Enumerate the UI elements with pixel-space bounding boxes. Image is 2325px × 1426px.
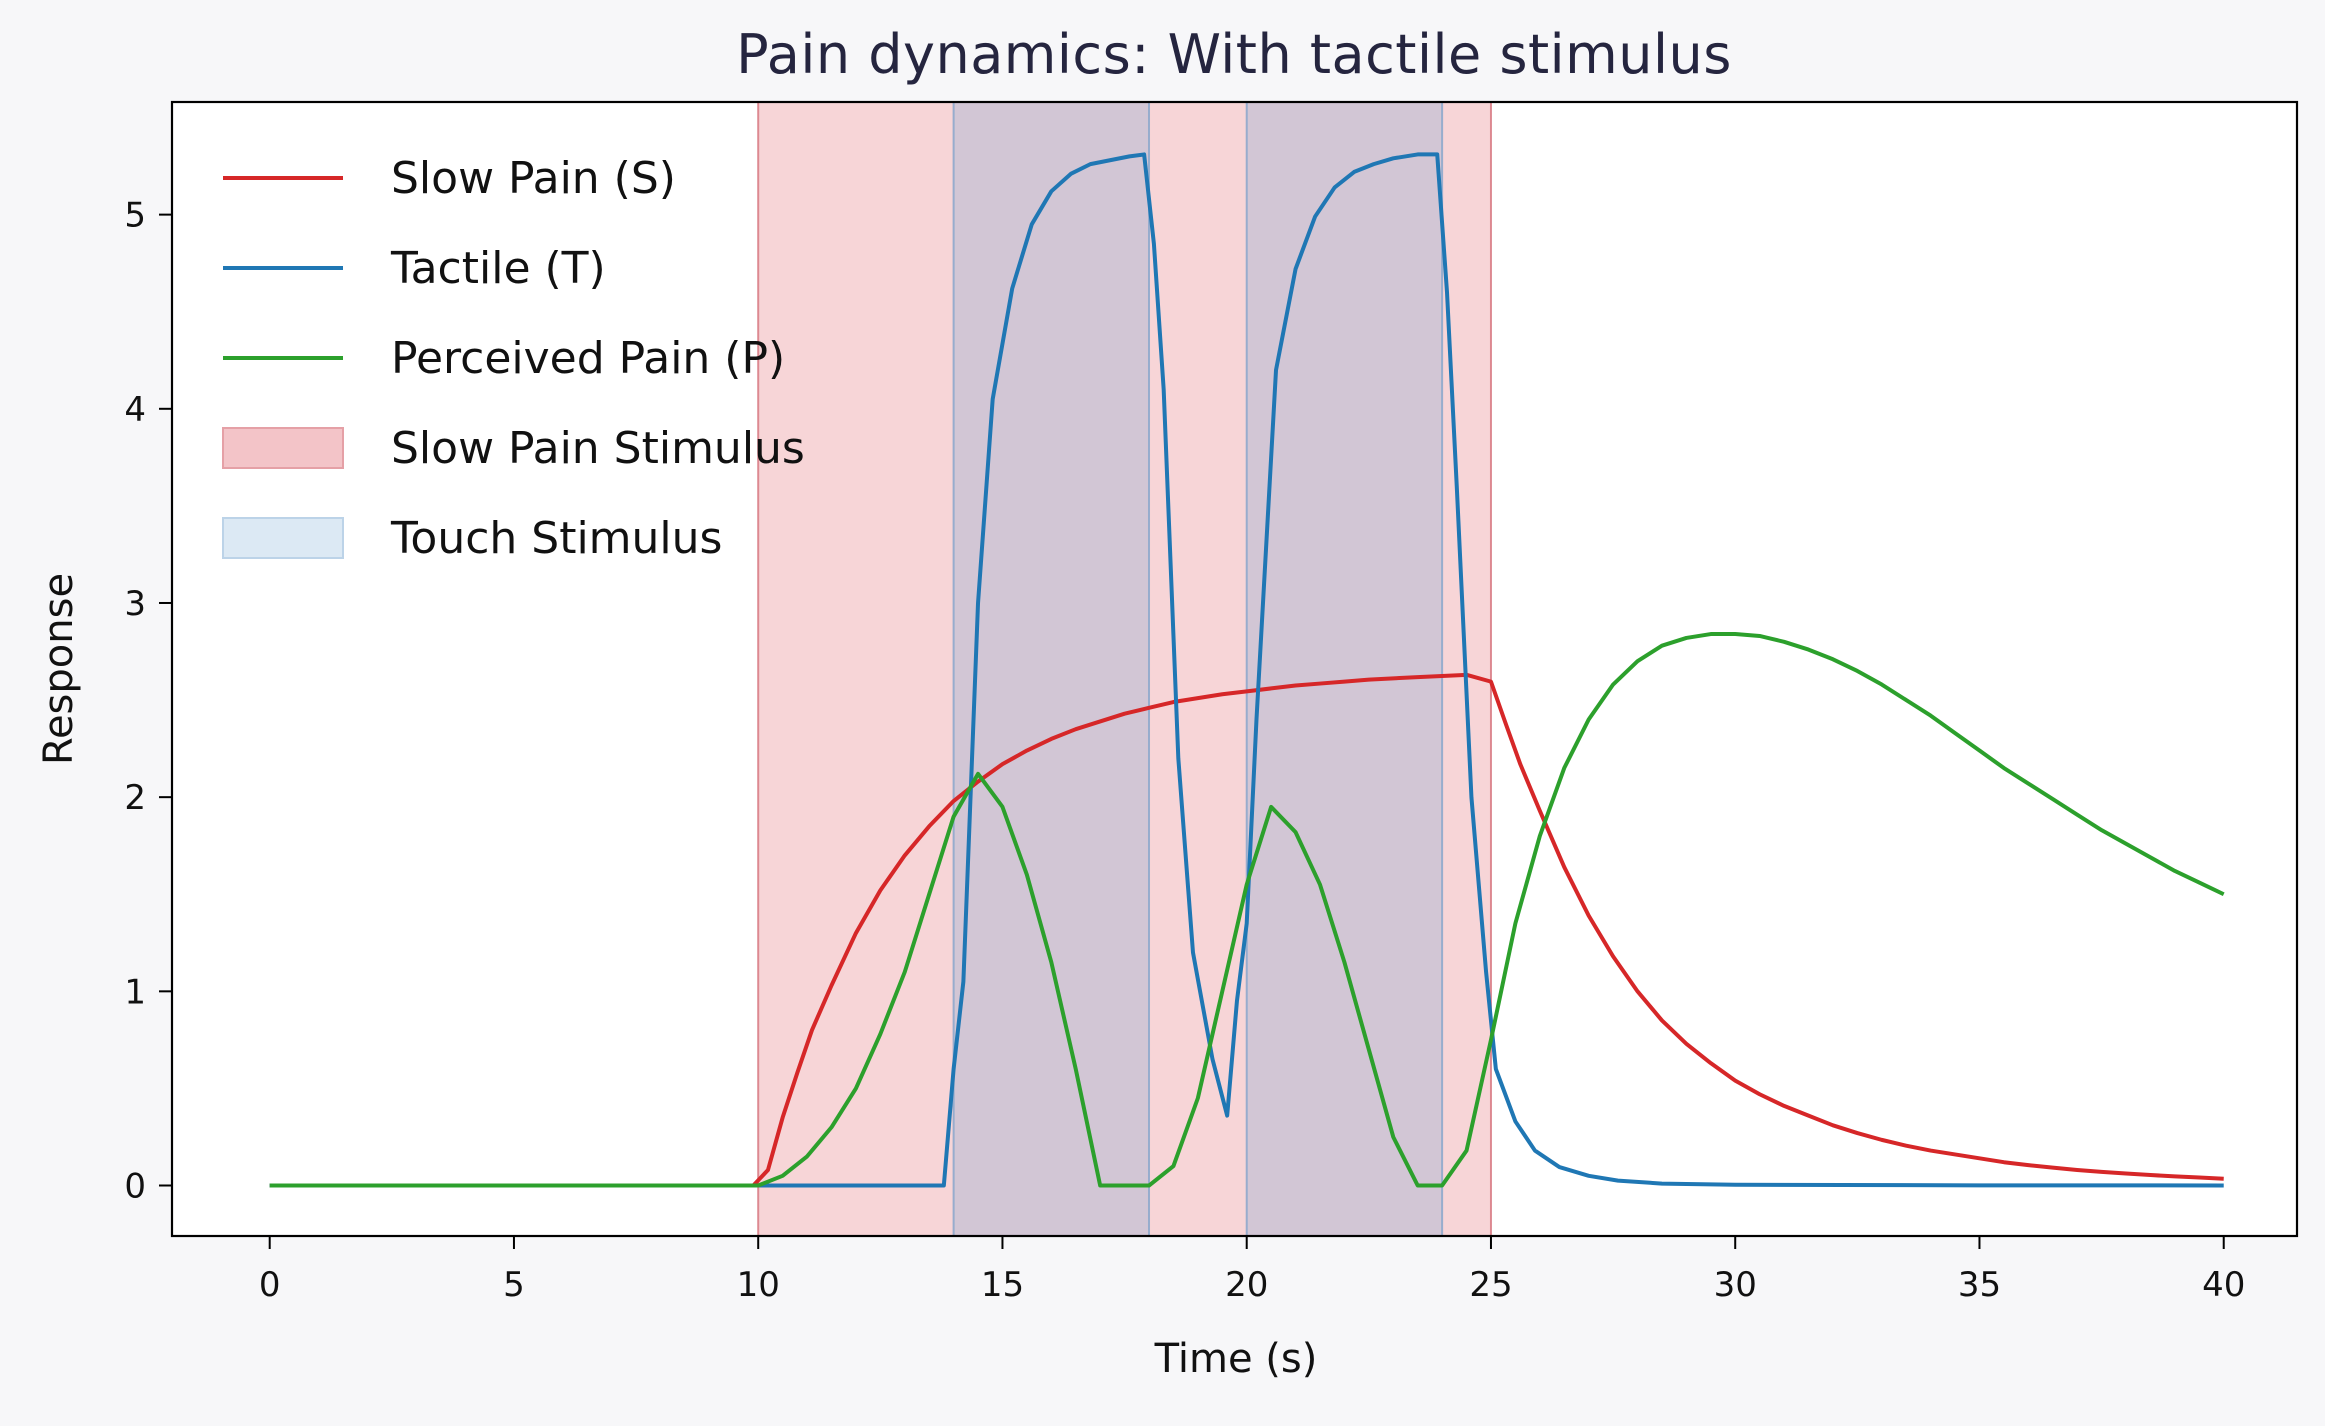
x-tick-label-7: 30 [1714, 1265, 1757, 1305]
y-tick-label-1: 0 [124, 1167, 146, 1207]
x-tick-label-1: 0 [259, 1265, 281, 1305]
x-tick-label-8: 35 [1958, 1265, 2001, 1305]
x-tick-label-9: 40 [2202, 1265, 2245, 1305]
plot-frame [170, 100, 2299, 1238]
y-tick-label-2: 1 [124, 972, 146, 1012]
x-tick-label-3: 10 [737, 1265, 780, 1305]
series-line-3 [269, 632, 2225, 1188]
chart-title: Pain dynamics: With tactile stimulus [736, 23, 1732, 86]
y-axis-ticks: 0 1 2 3 4 5 [124, 196, 172, 1207]
legend-label-4: Slow Pain Stimulus [391, 423, 805, 474]
series-lines [269, 152, 2225, 1188]
y-tick-label-4: 3 [124, 584, 146, 624]
series-line-2 [269, 152, 2224, 1188]
y-tick-label-5: 4 [124, 390, 146, 430]
x-tick-label-6: 25 [1469, 1265, 1512, 1305]
legend-label-1: Slow Pain (S) [391, 153, 676, 204]
legend: Slow Pain (S) Tactile (T) Perceived Pain (… [222, 153, 805, 564]
y-tick-label-6: 5 [124, 196, 146, 236]
legend-label-3: Perceived Pain (P) [391, 333, 785, 384]
legend-swatch-5 [222, 517, 344, 559]
legend-label-5: Touch Stimulus [390, 513, 722, 564]
shaded-region-3 [1245, 101, 1444, 1237]
x-tick-label-4: 15 [981, 1265, 1024, 1305]
legend-swatch-4 [222, 427, 344, 469]
legend-label-2: Tactile (T) [390, 243, 606, 294]
x-tick-label-2: 5 [503, 1265, 525, 1305]
y-axis-label: Response [36, 573, 82, 765]
x-axis-label: Time (s) [1154, 1336, 1318, 1382]
y-tick-label-3: 2 [124, 778, 146, 818]
shaded-region-2 [952, 101, 1151, 1237]
x-axis-ticks: 0 5 10 15 20 25 30 35 40 [259, 1236, 2245, 1305]
x-tick-label-5: 20 [1225, 1265, 1268, 1305]
